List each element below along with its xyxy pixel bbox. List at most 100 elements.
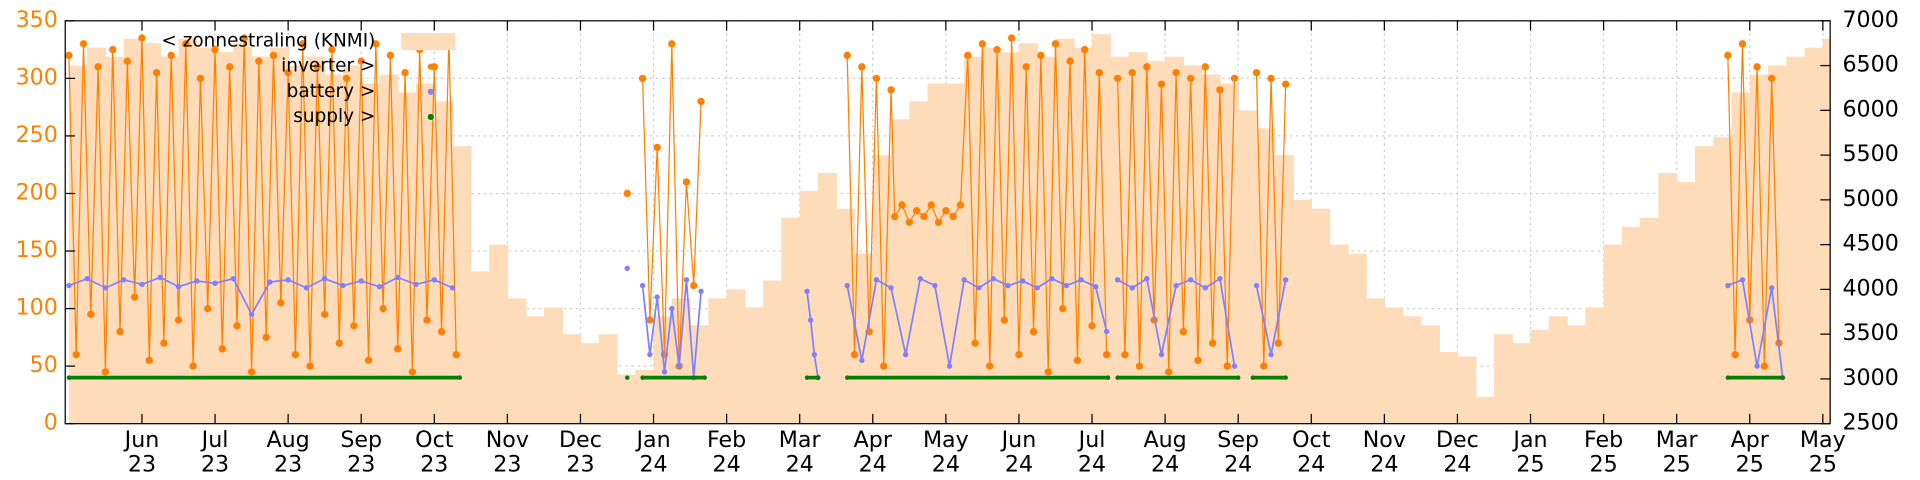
bar [1000,52,1020,424]
point [1113,74,1122,83]
point [342,74,351,83]
point [1007,34,1016,42]
point [299,40,307,48]
point [1760,362,1769,370]
point [72,350,80,359]
bar [964,56,984,424]
point [372,40,380,48]
point [65,51,73,60]
point [204,304,212,313]
point [196,74,205,83]
legend-swatch [401,33,456,51]
point [850,350,859,359]
point [386,51,395,60]
point [859,357,865,364]
point [431,277,438,283]
point [116,327,124,336]
x-tick-label-box: Oct 23 [415,428,454,478]
x-tick-label: Feb 24 [707,428,747,478]
point [79,40,88,48]
point [175,284,182,290]
point [1768,285,1775,291]
point [230,275,237,282]
x-tick-label: Dec 23 [559,428,602,478]
point [1102,350,1111,359]
point [1029,327,1038,336]
point [320,310,329,318]
point [971,339,979,347]
point [395,274,401,281]
x-tick-label-box: Jun 24 [1002,429,1037,477]
bar [543,307,563,424]
x-tick-label-box: Sep 23 [340,429,382,477]
point [902,351,909,358]
y-tick-label: 150 [16,237,58,263]
legend-label: inverter > [281,56,375,77]
bar [1238,110,1258,424]
point [1186,74,1195,83]
x-tick-label-box: Apr 25 [1731,429,1769,477]
point [123,57,132,65]
bar [1768,65,1788,424]
point [364,356,373,365]
point [920,212,928,221]
bar [1658,173,1678,424]
point [240,34,248,42]
point [262,333,270,342]
point [423,316,431,324]
y2-tick-label: 4500 [1842,231,1898,257]
bar [909,101,929,424]
y2-tick-label: 5500 [1842,141,1898,167]
bar [726,289,746,424]
point [1044,368,1052,376]
point [1260,362,1268,370]
point [1725,282,1731,289]
x-tick-label-box: Aug 23 [266,429,309,477]
bar [1585,307,1605,424]
x-tick-label: Jan 25 [1513,428,1548,478]
bar [1329,244,1349,424]
bar [87,47,107,424]
point [211,45,219,54]
point [1051,40,1060,48]
point [313,63,322,71]
point [1738,40,1747,48]
point [212,280,218,286]
x-tick-label-box: Feb 24 [707,428,747,478]
x-tick-label-box: May 24 [923,429,969,477]
point [905,218,914,226]
bar [1037,56,1057,424]
point [1115,375,1120,380]
bar [781,217,801,424]
point [669,305,675,312]
x-tick-label: Oct 23 [415,428,454,478]
legend-swatch [427,88,434,95]
bar [1293,199,1313,424]
point [408,368,417,376]
point [623,189,631,198]
point [961,277,967,283]
bar [708,298,728,424]
bar [1493,334,1513,424]
point [94,63,102,71]
point [1121,350,1129,359]
point [993,45,1001,54]
point [1157,80,1166,88]
point [145,356,153,365]
bar [562,334,582,424]
y2-tick-label: 6500 [1842,52,1898,78]
x-tick-label-box: Dec 24 [1436,429,1479,477]
point [624,265,630,271]
point [807,317,814,323]
point [189,362,197,370]
point [1128,68,1136,77]
point [157,274,163,281]
x-tick-label-box: Mar 24 [779,429,821,477]
point [639,282,646,289]
point [640,375,645,380]
x-tick-label: Apr 24 [853,428,892,478]
bar [744,307,764,424]
x-tick-label-box: Jul 23 [201,429,229,477]
bar [1567,325,1587,424]
